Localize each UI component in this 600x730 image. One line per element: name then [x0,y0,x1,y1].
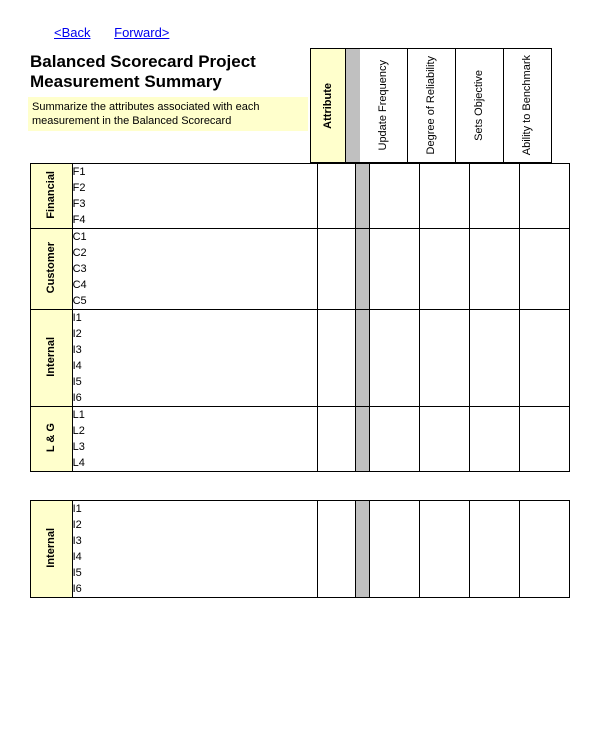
list-item: C1 [73,229,318,245]
list-item: L3 [73,439,318,455]
data-cell [470,407,520,472]
table-row: InternalI1I2I3I4I5I6 [31,310,570,407]
col-benchmark: Ability to Benchmark [504,48,552,163]
attribute-cell [318,229,355,310]
table-row: L & GL1L2L3L4 [31,407,570,472]
list-item: I6 [73,390,318,406]
list-item: L1 [73,407,318,423]
col-gap [346,48,360,163]
attribute-cell [318,310,355,407]
page-title: Balanced Scorecard Project Measurement S… [30,52,308,93]
data-cell [470,164,520,229]
items-cell: C1C2C3C4C5 [72,229,318,310]
gap-cell [355,407,370,472]
col-sets-objective: Sets Objective [456,48,504,163]
data-cell [520,164,570,229]
list-item: F4 [73,212,318,228]
data-cell [520,501,570,598]
data-cell [470,229,520,310]
table-row: FinancialF1F2F3F4 [31,164,570,229]
list-item: F2 [73,180,318,196]
data-cell [520,407,570,472]
category-cell: Financial [31,164,73,229]
data-cell [420,310,470,407]
items-cell: L1L2L3L4 [72,407,318,472]
data-cell [520,229,570,310]
items-cell: F1F2F3F4 [72,164,318,229]
list-item: I5 [73,374,318,390]
data-cell [370,501,420,598]
data-cell [420,164,470,229]
data-cell [420,407,470,472]
list-item: C2 [73,245,318,261]
list-item: I6 [73,581,318,597]
list-item: L2 [73,423,318,439]
data-cell [420,229,470,310]
list-item: C3 [73,261,318,277]
gap-cell [355,164,370,229]
attribute-cell [318,407,355,472]
scorecard-table-1: FinancialF1F2F3F4CustomerC1C2C3C4C5Inter… [30,163,570,472]
gap-cell [355,229,370,310]
col-attribute: Attribute [310,48,346,163]
category-cell: Customer [31,229,73,310]
data-cell [370,229,420,310]
gap-cell [355,501,370,598]
list-item: F1 [73,164,318,180]
data-cell [370,407,420,472]
data-cell [370,310,420,407]
data-cell [520,310,570,407]
list-item: I1 [73,310,318,326]
list-item: L4 [73,455,318,471]
header-row: Balanced Scorecard Project Measurement S… [0,48,600,163]
table-row: InternalI1I2I3I4I5I6 [31,501,570,598]
column-headers: Attribute Update Frequency Degree of Rel… [310,48,552,163]
list-item: F3 [73,196,318,212]
scorecard-table-2: InternalI1I2I3I4I5I6 [30,500,570,598]
data-cell [470,310,520,407]
list-item: I3 [73,533,318,549]
page-container: <Back Forward> Balanced Scorecard Projec… [0,0,600,598]
table-row: CustomerC1C2C3C4C5 [31,229,570,310]
items-cell: I1I2I3I4I5I6 [72,501,318,598]
list-item: I5 [73,565,318,581]
back-link[interactable]: <Back [54,25,91,40]
list-item: I1 [73,501,318,517]
title-block: Balanced Scorecard Project Measurement S… [0,48,308,163]
list-item: I4 [73,358,318,374]
attribute-cell [318,501,355,598]
data-cell [370,164,420,229]
col-update-frequency: Update Frequency [360,48,408,163]
list-item: I2 [73,517,318,533]
list-item: I4 [73,549,318,565]
col-reliability: Degree of Reliability [408,48,456,163]
data-cell [470,501,520,598]
gap-cell [355,310,370,407]
list-item: C5 [73,293,318,309]
items-cell: I1I2I3I4I5I6 [72,310,318,407]
category-cell: Internal [31,501,73,598]
list-item: I3 [73,342,318,358]
category-cell: Internal [31,310,73,407]
category-cell: L & G [31,407,73,472]
list-item: I2 [73,326,318,342]
attribute-cell [318,164,355,229]
subtitle: Summarize the attributes associated with… [28,97,308,132]
nav-links: <Back Forward> [0,0,600,48]
data-cell [420,501,470,598]
forward-link[interactable]: Forward> [114,25,169,40]
list-item: C4 [73,277,318,293]
